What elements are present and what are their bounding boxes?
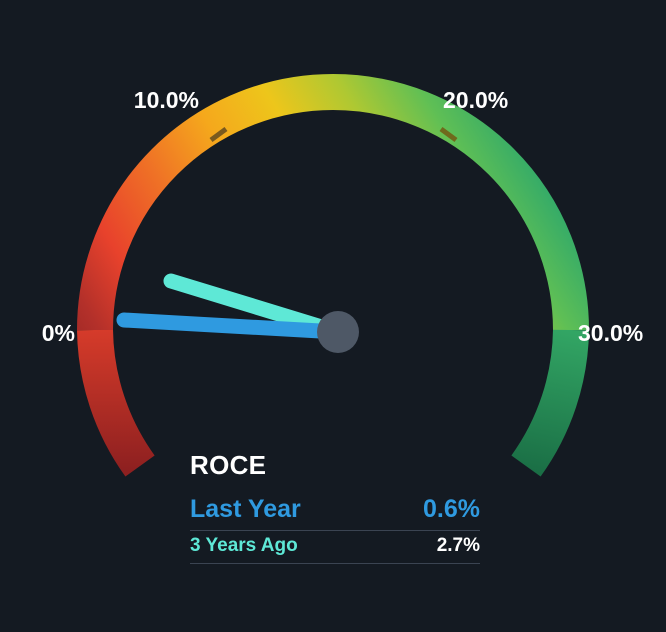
gauge-tick-label-10: 10.0% [134,87,199,113]
chart-legend: ROCE Last Year 0.6% 3 Years Ago 2.7% [190,450,480,564]
gauge-arc [77,74,589,477]
legend-value-last-year: 0.6% [423,495,480,523]
gauge-tick-label-20: 20.0% [443,87,508,113]
legend-row-3-years-ago: 3 Years Ago 2.7% [190,531,480,564]
gauge-needles [116,273,359,353]
gauge-tick-marks [209,126,458,143]
needle-hub [317,311,359,353]
gauge-tick-label-30: 30.0% [578,320,643,346]
legend-label-last-year: Last Year [190,495,301,523]
legend-value-3-years-ago: 2.7% [436,535,480,556]
legend-row-last-year: Last Year 0.6% [190,491,480,531]
chart-title: ROCE [190,450,267,480]
needle-last-year [116,312,346,340]
legend-label-3-years-ago: 3 Years Ago [190,535,298,556]
gauge-tick-label-0: 0% [42,320,75,346]
